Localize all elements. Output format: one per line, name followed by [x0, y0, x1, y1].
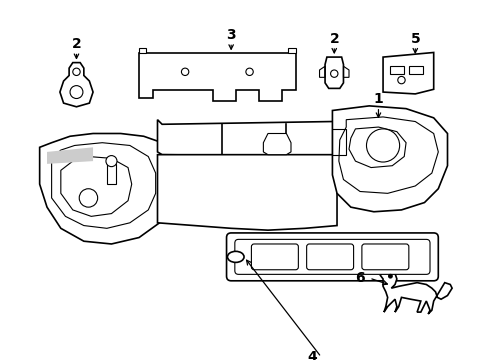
- Bar: [389, 66, 404, 74]
- Circle shape: [181, 68, 188, 76]
- Text: 3: 3: [226, 28, 236, 42]
- Circle shape: [70, 86, 83, 99]
- Circle shape: [366, 129, 399, 162]
- Circle shape: [73, 68, 80, 76]
- Polygon shape: [157, 120, 336, 157]
- Text: 6: 6: [354, 271, 364, 285]
- Polygon shape: [61, 157, 131, 216]
- FancyBboxPatch shape: [251, 244, 298, 270]
- Circle shape: [330, 70, 337, 77]
- Polygon shape: [325, 57, 343, 89]
- Polygon shape: [60, 63, 93, 107]
- Polygon shape: [382, 53, 433, 94]
- Circle shape: [397, 76, 405, 84]
- Polygon shape: [139, 48, 146, 53]
- FancyBboxPatch shape: [226, 233, 437, 281]
- Polygon shape: [139, 53, 295, 101]
- Ellipse shape: [227, 251, 244, 262]
- Circle shape: [79, 189, 98, 207]
- Text: 2: 2: [71, 37, 81, 51]
- Text: 2: 2: [329, 32, 339, 46]
- Polygon shape: [263, 134, 290, 155]
- Polygon shape: [287, 48, 295, 53]
- Polygon shape: [47, 147, 93, 164]
- Circle shape: [388, 274, 391, 278]
- Text: 4: 4: [306, 350, 316, 360]
- Text: 5: 5: [409, 32, 419, 46]
- Polygon shape: [52, 143, 155, 228]
- Circle shape: [245, 68, 253, 76]
- Polygon shape: [40, 134, 174, 244]
- Polygon shape: [157, 155, 336, 230]
- FancyBboxPatch shape: [234, 239, 429, 274]
- Polygon shape: [380, 270, 451, 314]
- Circle shape: [106, 156, 117, 167]
- FancyBboxPatch shape: [361, 244, 408, 270]
- Polygon shape: [338, 117, 437, 193]
- Polygon shape: [348, 127, 405, 167]
- Text: 1: 1: [373, 93, 383, 107]
- Bar: [408, 66, 422, 74]
- Polygon shape: [332, 106, 447, 212]
- FancyBboxPatch shape: [306, 244, 353, 270]
